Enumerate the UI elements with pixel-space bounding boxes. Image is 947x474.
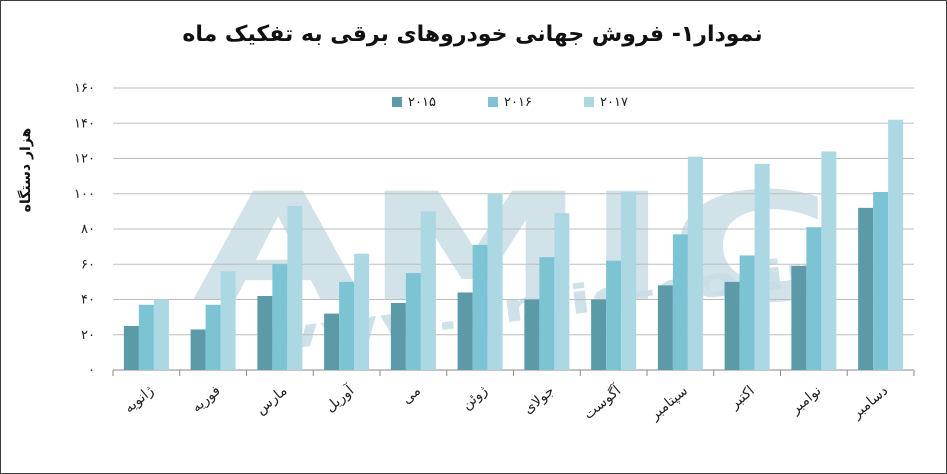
bars <box>123 119 904 370</box>
bar <box>390 303 406 370</box>
legend-label: ۲۰۱۶ <box>504 95 532 110</box>
y-axis-label: هزار دستگاه <box>17 128 34 212</box>
y-tick-label: ۱۴۰ <box>74 116 95 131</box>
bar <box>405 273 421 370</box>
bar <box>272 264 288 370</box>
bar <box>539 257 555 370</box>
bar <box>554 213 570 370</box>
bar <box>621 191 637 370</box>
x-tick-label: اکتبر <box>726 383 758 413</box>
x-tick-label: نوامبر <box>787 383 824 418</box>
bar <box>754 163 770 370</box>
bar <box>138 304 154 370</box>
x-tick-label: ژانویه <box>121 383 157 417</box>
bar <box>821 151 837 370</box>
y-tick-label: ۶۰ <box>81 257 95 272</box>
bar <box>739 255 755 370</box>
bar <box>324 313 340 370</box>
y-tick-label: ۸۰ <box>81 222 95 237</box>
bar <box>257 295 273 370</box>
x-tick-label: آوریل <box>322 381 358 415</box>
bar <box>487 193 503 370</box>
x-axis-ticks: ژانویه فوریه مارس آوریل می ژوئن جولای آگوست سپتا… <box>112 370 915 424</box>
y-axis-ticks: ۰ ۲۰ ۴۰ ۶۰ ۸۰ ۱۰۰ ۱۲۰ ۱۴۰ ۱۶۰ <box>74 81 95 378</box>
bar <box>287 206 303 370</box>
bar <box>672 234 688 370</box>
bar <box>791 266 807 370</box>
bar <box>606 260 622 370</box>
x-tick-label: فوریه <box>189 383 224 416</box>
y-tick-label: ۴۰ <box>81 293 95 308</box>
bar <box>724 281 740 370</box>
x-tick-label: ژوئن <box>459 383 491 413</box>
bar <box>591 299 607 370</box>
bar <box>858 207 874 370</box>
bar <box>888 119 904 370</box>
y-tick-label: ۲۰ <box>81 328 95 343</box>
bar <box>457 292 473 370</box>
bar <box>657 285 673 370</box>
bar <box>687 156 703 370</box>
y-tick-label: ۱۲۰ <box>74 152 95 167</box>
x-tick-label: سپتامبر <box>646 383 691 424</box>
bar <box>205 304 221 370</box>
legend-swatch <box>584 97 594 107</box>
y-tick-label: ۰ <box>88 363 95 378</box>
bar <box>873 191 889 370</box>
bar <box>190 329 206 370</box>
bar <box>524 299 540 370</box>
x-tick-label: جولای <box>520 383 557 418</box>
bar <box>472 244 488 370</box>
x-tick-label: آگوست <box>580 381 625 423</box>
bar <box>220 271 236 370</box>
legend-label: ۲۰۱۷ <box>600 95 628 110</box>
bar <box>339 281 355 370</box>
y-tick-label: ۱۶۰ <box>74 81 95 96</box>
bar <box>420 211 436 370</box>
x-tick-label: دسامبر <box>848 383 891 423</box>
legend: ۲۰۱۵ ۲۰۱۶ ۲۰۱۷ <box>392 95 628 110</box>
legend-label: ۲۰۱۵ <box>408 95 436 110</box>
bar <box>153 299 169 370</box>
x-tick-label: مارس <box>253 383 291 418</box>
bar <box>123 325 139 370</box>
bar <box>354 253 370 370</box>
x-tick-label: می <box>399 383 424 408</box>
bar <box>806 227 822 370</box>
legend-swatch <box>392 97 402 107</box>
legend-swatch <box>488 97 498 107</box>
chart-title: نمودار۱- فروش جهانی خودروهای برقی به تفک… <box>182 22 763 47</box>
y-tick-label: ۱۰۰ <box>74 187 95 202</box>
